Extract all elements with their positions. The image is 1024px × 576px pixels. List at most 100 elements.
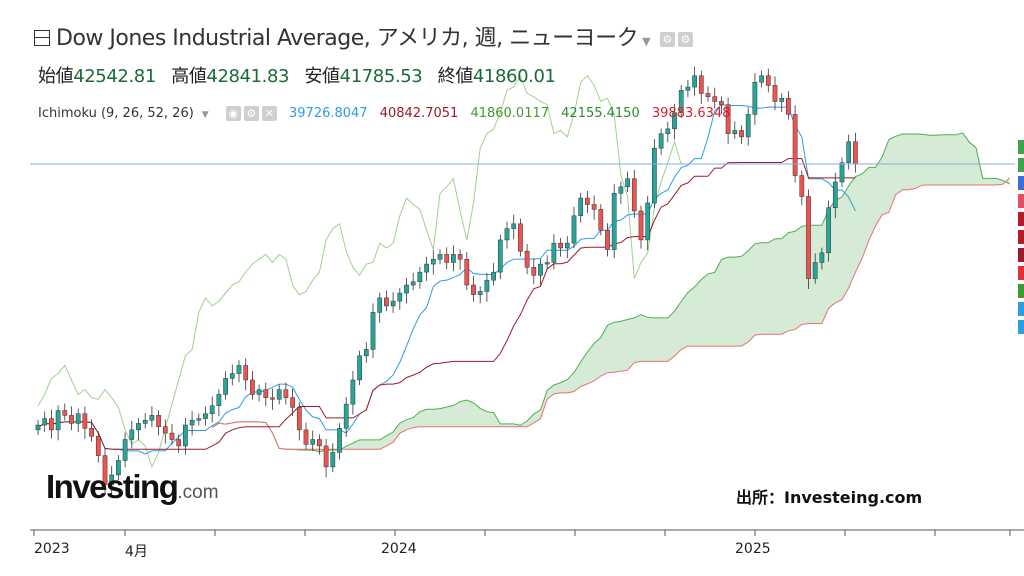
candle-body [558, 242, 563, 249]
close-label: 終値 [437, 66, 474, 87]
candle-body [645, 202, 651, 241]
candle-body [578, 197, 584, 217]
source-note: 出所：Investeing.com [736, 488, 923, 507]
indicator-legend: Ichimoku (9, 26, 52, 26) ▼ ◉ ⚙ ✕ 39726.8047… [38, 106, 730, 121]
candle-body [437, 254, 443, 260]
candle-body [611, 193, 617, 250]
gear-icon[interactable]: ⚙ [243, 106, 259, 121]
chikou-value: 41860.0117 [470, 106, 550, 121]
candle-body [605, 230, 610, 250]
candle-body [303, 429, 309, 445]
candle-body [417, 271, 423, 283]
candle-body [424, 263, 429, 273]
candle-body [350, 379, 356, 405]
cloud-bullish [212, 421, 300, 450]
chevron-down-icon[interactable]: ▼ [642, 35, 651, 48]
candle-body [229, 373, 235, 379]
candle-body [156, 415, 161, 427]
candle-body [236, 365, 242, 374]
candle-body [444, 254, 450, 263]
candle-body [585, 197, 590, 205]
candle-body [618, 186, 624, 194]
span-a-value: 42155.4150 [561, 106, 640, 121]
candle-body [216, 394, 222, 406]
candle-body [196, 418, 202, 421]
candle-body [169, 432, 175, 440]
price-scale-marker [1018, 302, 1024, 316]
candle-body [745, 114, 751, 138]
candle-body [839, 162, 845, 183]
candle-body [370, 312, 376, 350]
candle-body [95, 436, 101, 456]
senkou-span-a [211, 132, 1010, 453]
candle-body [692, 75, 697, 88]
settings-icon[interactable]: ⚙ [659, 31, 675, 47]
ohlc-readout: 始値42542.81 高値42841.83 安値41785.53 終値41860… [38, 62, 566, 88]
candle-body [685, 86, 691, 91]
candle-body [732, 130, 738, 134]
candle-body [296, 407, 302, 431]
candle-body [82, 413, 88, 429]
high-label: 高値 [171, 66, 207, 87]
tenkan-sen [37, 104, 856, 455]
candle-body [464, 258, 470, 286]
candle-body [203, 413, 208, 419]
candle-body [471, 284, 476, 295]
low-label: 安値 [304, 66, 340, 87]
candle-body [652, 147, 657, 204]
candle-body [330, 452, 336, 468]
candle-body [283, 389, 289, 398]
candle-body [250, 379, 255, 395]
candle-body [819, 252, 825, 263]
candle-body [377, 297, 383, 313]
x-tick-2023: 2023 [34, 541, 70, 557]
candle-body [491, 271, 496, 281]
candle-body [712, 96, 718, 102]
collapse-icon[interactable] [34, 30, 50, 46]
candle-body [531, 267, 537, 276]
candle-body [410, 281, 416, 286]
price-scale-marker [1018, 230, 1024, 244]
candle-body [725, 104, 731, 134]
candle-body [270, 397, 275, 400]
candle-body [162, 426, 168, 434]
candle-body [806, 196, 811, 279]
candle-body [698, 75, 704, 94]
candle-body [317, 439, 322, 447]
kijun-sen [37, 158, 856, 450]
close-icon[interactable]: ✕ [261, 106, 277, 121]
candle-body [384, 297, 389, 307]
candle-body [290, 397, 295, 408]
candle-body [846, 141, 852, 163]
candle-body [176, 439, 182, 447]
candle-body [598, 209, 604, 231]
candle-body [665, 128, 671, 134]
candle-body [122, 439, 128, 461]
eye-icon[interactable]: ◉ [225, 106, 241, 121]
candle-body [631, 178, 637, 212]
candle-body [759, 75, 764, 83]
candle-body [142, 419, 148, 424]
price-scale-marker [1018, 194, 1024, 208]
candle-body [256, 389, 262, 395]
candle-body [109, 474, 115, 485]
candle-body [524, 250, 530, 268]
candle-body [792, 114, 798, 176]
candle-body [337, 428, 342, 453]
candle-body [477, 291, 483, 295]
gear-icon[interactable]: ⚙ [677, 31, 693, 47]
chevron-down-icon[interactable]: ▼ [201, 110, 209, 120]
candle-body [678, 89, 684, 114]
candle-body [129, 429, 135, 440]
x-axis [30, 529, 1024, 536]
price-scale-marker [1018, 320, 1024, 334]
price-scale-marker [1018, 266, 1024, 280]
candle-body [223, 378, 228, 395]
candle-body [397, 292, 403, 302]
close-value: 41860.01 [472, 66, 556, 87]
candle-body [571, 215, 577, 244]
candle-body [544, 262, 550, 265]
price-scale-marker [1018, 248, 1024, 262]
price-scale-marker [1018, 284, 1024, 298]
